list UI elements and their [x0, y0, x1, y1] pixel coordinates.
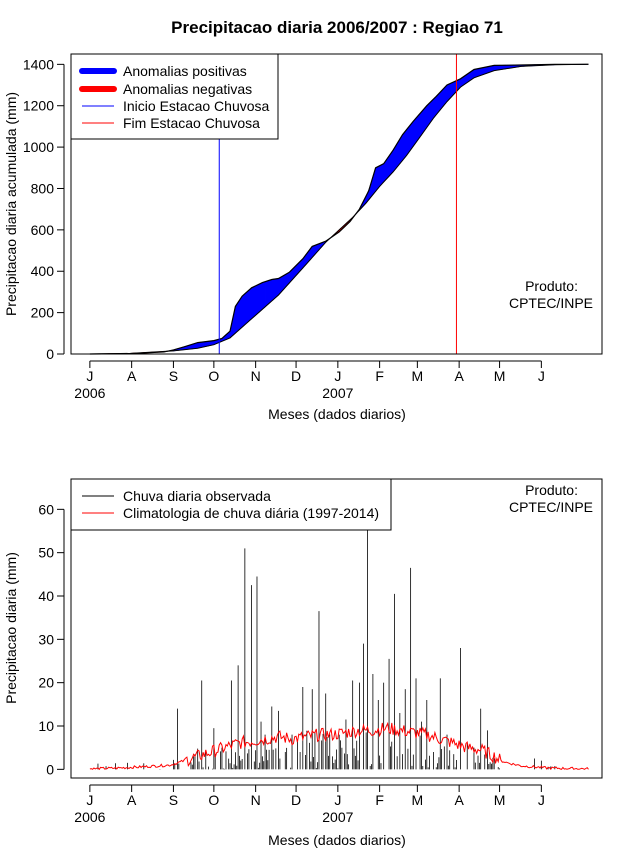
x-tick-label: J: [334, 792, 341, 808]
positive-anomaly-segment: [259, 282, 263, 313]
legend-label-end: Fim Estacao Chuvosa: [123, 115, 260, 131]
y-tick-label: 600: [31, 222, 55, 238]
x-tick-label: A: [454, 368, 464, 384]
positive-anomaly-segment: [272, 278, 277, 301]
y-tick-label: 60: [38, 501, 54, 517]
top-chart-title: Precipitacao diaria 2006/2007 : Regiao 7…: [171, 18, 503, 37]
top-y-axis-label: Precipitacao diaria acumulada (mm): [3, 92, 19, 316]
y-tick-label: 40: [38, 588, 54, 604]
positive-anomaly-segment: [251, 286, 255, 320]
bottom-product-label: Produto:: [525, 482, 578, 498]
x-tick-label: M: [412, 368, 424, 384]
x-tick-label: J: [334, 368, 341, 384]
positive-anomaly-segment: [253, 284, 258, 318]
y-tick-label: 800: [31, 180, 55, 196]
x-tick-label: O: [208, 368, 219, 384]
positive-anomaly-segment: [404, 127, 409, 158]
positive-anomaly-segment: [407, 123, 411, 155]
x-tick-label: A: [454, 792, 464, 808]
y-tick-label: 50: [38, 545, 54, 561]
y-tick-label: 20: [38, 675, 54, 691]
x-tick-label: F: [375, 792, 384, 808]
top-product-source: CPTEC/INPE: [509, 295, 593, 311]
y-tick-label: 200: [31, 305, 55, 321]
top-chart: Precipitacao diaria 2006/2007 : Regiao 7…: [3, 18, 603, 422]
bottom-legend-box: [70, 478, 392, 531]
legend-label-positive: Anomalias positivas: [123, 63, 247, 79]
year-label: 2006: [74, 809, 105, 825]
top-legend: Anomalias positivas Anomalias negativas …: [70, 53, 279, 140]
y-tick-label: 0: [46, 346, 54, 362]
legend-label-onset: Inicio Estacao Chuvosa: [123, 98, 270, 114]
bottom-y-axis-label: Precipitacao diaria (mm): [3, 552, 19, 704]
x-tick-label: M: [494, 792, 506, 808]
legend-label-negative: Anomalias negativas: [123, 81, 252, 97]
y-tick-label: 1200: [23, 98, 54, 114]
positive-anomaly-segment: [240, 294, 244, 330]
x-tick-label: J: [538, 792, 545, 808]
positive-anomaly-segment: [237, 297, 242, 332]
x-tick-label: D: [291, 368, 301, 384]
x-tick-label: N: [251, 368, 261, 384]
year-label: 2007: [322, 385, 353, 401]
x-tick-label: J: [86, 368, 93, 384]
positive-anomaly-segment: [262, 281, 266, 310]
bottom-product-source: CPTEC/INPE: [509, 499, 593, 515]
top-climatology-line: [89, 63, 589, 355]
top-observed-line: [89, 63, 589, 355]
positive-anomaly-segment: [245, 289, 250, 325]
x-tick-label: A: [127, 368, 137, 384]
positive-anomaly-segment: [418, 111, 422, 140]
legend-label-observed: Chuva diaria observada: [123, 488, 271, 504]
x-tick-label: N: [251, 792, 261, 808]
positive-anomaly-segment: [410, 120, 414, 151]
positive-anomaly-segment: [377, 164, 382, 189]
positive-anomaly-segment: [413, 117, 417, 147]
x-tick-label: M: [494, 368, 506, 384]
x-tick-label: S: [169, 792, 178, 808]
x-tick-label: M: [412, 792, 424, 808]
x-tick-label: J: [86, 792, 93, 808]
top-y-axis: 0 200 400 600 800 1000 1200 1400: [23, 56, 65, 362]
y-tick-label: 1400: [23, 56, 54, 72]
top-product-label: Produto:: [525, 278, 578, 294]
positive-anomaly-segment: [275, 278, 279, 299]
x-tick-label: F: [375, 368, 384, 384]
positive-anomaly-segment: [248, 287, 252, 322]
positive-anomaly-segment: [267, 279, 271, 306]
positive-anomaly-segment: [402, 130, 406, 162]
bottom-x-axis-label: Meses (dados diarios): [268, 832, 406, 848]
bottom-legend: Chuva diaria observada Climatologia de c…: [70, 478, 392, 531]
year-label: 2006: [74, 385, 105, 401]
x-tick-label: D: [291, 792, 301, 808]
positive-anomaly-segment: [264, 280, 269, 308]
bottom-y-axis: 0 10 20 30 40 50 60: [38, 501, 65, 777]
x-tick-label: A: [127, 792, 137, 808]
y-tick-label: 400: [31, 263, 55, 279]
positive-anomaly-segment: [256, 283, 260, 315]
y-tick-label: 0: [46, 761, 54, 777]
positive-anomaly-segment: [415, 114, 420, 144]
x-tick-label: O: [208, 792, 219, 808]
top-plot-frame: [70, 53, 603, 355]
positive-anomaly-segment: [270, 278, 274, 303]
legend-label-climatology: Climatologia de chuva diária (1997-2014): [123, 505, 379, 521]
year-label: 2007: [322, 809, 353, 825]
y-tick-label: 30: [38, 631, 54, 647]
y-tick-label: 1000: [23, 139, 54, 155]
positive-anomaly-segment: [375, 165, 379, 193]
top-x-axis-label: Meses (dados diarios): [268, 406, 406, 422]
bottom-climatology-line: [89, 721, 589, 771]
y-tick-label: 10: [38, 718, 54, 734]
x-tick-label: S: [169, 368, 178, 384]
x-tick-label: J: [538, 368, 545, 384]
positive-anomaly-segment: [243, 291, 247, 327]
